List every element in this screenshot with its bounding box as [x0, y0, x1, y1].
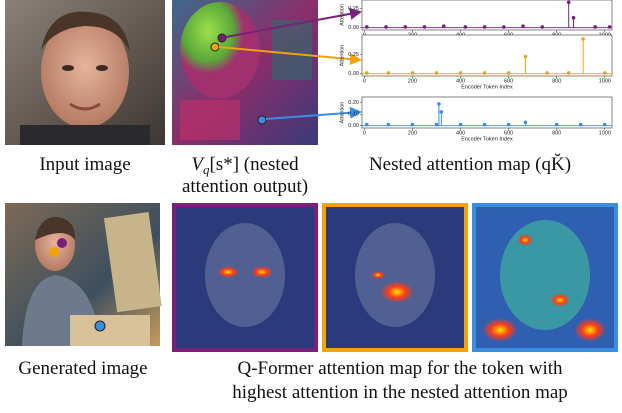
stem-marker	[593, 25, 597, 29]
stem-marker	[581, 37, 585, 41]
caption: Nested attention map (qK̆)	[369, 152, 571, 175]
stem-marker	[555, 123, 559, 127]
caption: Input image	[39, 154, 130, 175]
y-tick-label: 0.25	[348, 6, 359, 12]
x-tick-label: 0	[363, 78, 366, 84]
caption: Q-Former attention map for the token wit…	[237, 358, 563, 379]
stem-marker	[411, 123, 415, 127]
x-tick-label: 1000	[599, 78, 611, 84]
caption-text: [s*] (nested	[209, 154, 299, 175]
plot-frame	[362, 0, 612, 30]
x-tick-label: 200	[408, 78, 417, 84]
y-axis-label: Attention	[339, 4, 345, 26]
stem-marker	[459, 71, 463, 75]
stem-marker	[579, 123, 583, 127]
x-axis-label: Encoder Token Index	[461, 136, 513, 142]
x-tick-label: 800	[552, 130, 561, 136]
y-tick-label: 0.00	[348, 123, 359, 129]
input-image	[5, 0, 165, 145]
plot-frame	[362, 97, 612, 128]
y-tick-label: 0.00	[348, 25, 359, 31]
stem-marker	[411, 71, 415, 75]
stem-marker	[524, 120, 528, 124]
figure: 0.000.2502004006008001000Encoder Token I…	[0, 0, 622, 408]
caption: attention output)	[182, 176, 308, 197]
y-tick-label: 0.25	[348, 52, 359, 58]
stem-marker	[387, 123, 391, 127]
x-tick-label: 1000	[599, 130, 611, 136]
stem-marker	[483, 123, 487, 127]
stem-marker	[603, 123, 607, 127]
y-axis-label: Attention	[339, 45, 345, 67]
stem-marker	[545, 71, 549, 75]
stem-marker	[567, 1, 571, 5]
stem-marker	[442, 24, 446, 28]
stem-marker	[608, 25, 612, 29]
stem-marker	[572, 16, 576, 20]
heatmap-purple	[174, 205, 316, 350]
y-axis-label: Attention	[339, 102, 345, 124]
stem-marker	[567, 71, 571, 75]
x-tick-label: 0	[363, 130, 366, 136]
stem-marker	[365, 123, 369, 127]
y-tick-label: 0.10	[348, 112, 359, 118]
y-tick-label: 0.20	[348, 100, 359, 106]
stem-marker	[507, 71, 511, 75]
heatmap-blue	[474, 205, 616, 350]
stem-marker	[603, 71, 607, 75]
stem-marker	[483, 25, 487, 29]
caption: Vq[s*] (nested	[191, 154, 299, 177]
stem-marker	[437, 102, 441, 106]
x-axis-label: Encoder Token Index	[461, 84, 513, 90]
stem-marker	[435, 71, 439, 75]
stem-marker	[540, 25, 544, 29]
stem-marker	[365, 71, 369, 75]
stem-marker	[521, 24, 525, 28]
heatmap-orange	[324, 205, 466, 350]
y-tick-label: 0.00	[348, 71, 359, 77]
stem-marker	[459, 123, 463, 127]
plot-frame	[362, 35, 612, 76]
x-tick-label: 200	[408, 130, 417, 136]
stem-marker	[435, 123, 439, 127]
stem-marker	[507, 123, 511, 127]
stem-marker	[387, 71, 391, 75]
stem-marker	[483, 71, 487, 75]
stem-marker	[464, 25, 468, 29]
generated-image	[5, 203, 162, 346]
stem-marker	[384, 25, 388, 29]
caption: highest attention in the nested attentio…	[232, 382, 568, 403]
caption: Generated image	[18, 358, 147, 379]
stem-marker	[502, 25, 506, 29]
x-tick-label: 800	[552, 78, 561, 84]
stem-marker	[423, 25, 427, 29]
stem-marker	[524, 55, 528, 59]
stem-marker	[403, 25, 407, 29]
stem-marker	[365, 25, 369, 29]
stem-marker	[440, 110, 444, 114]
vq-image	[172, 0, 360, 145]
